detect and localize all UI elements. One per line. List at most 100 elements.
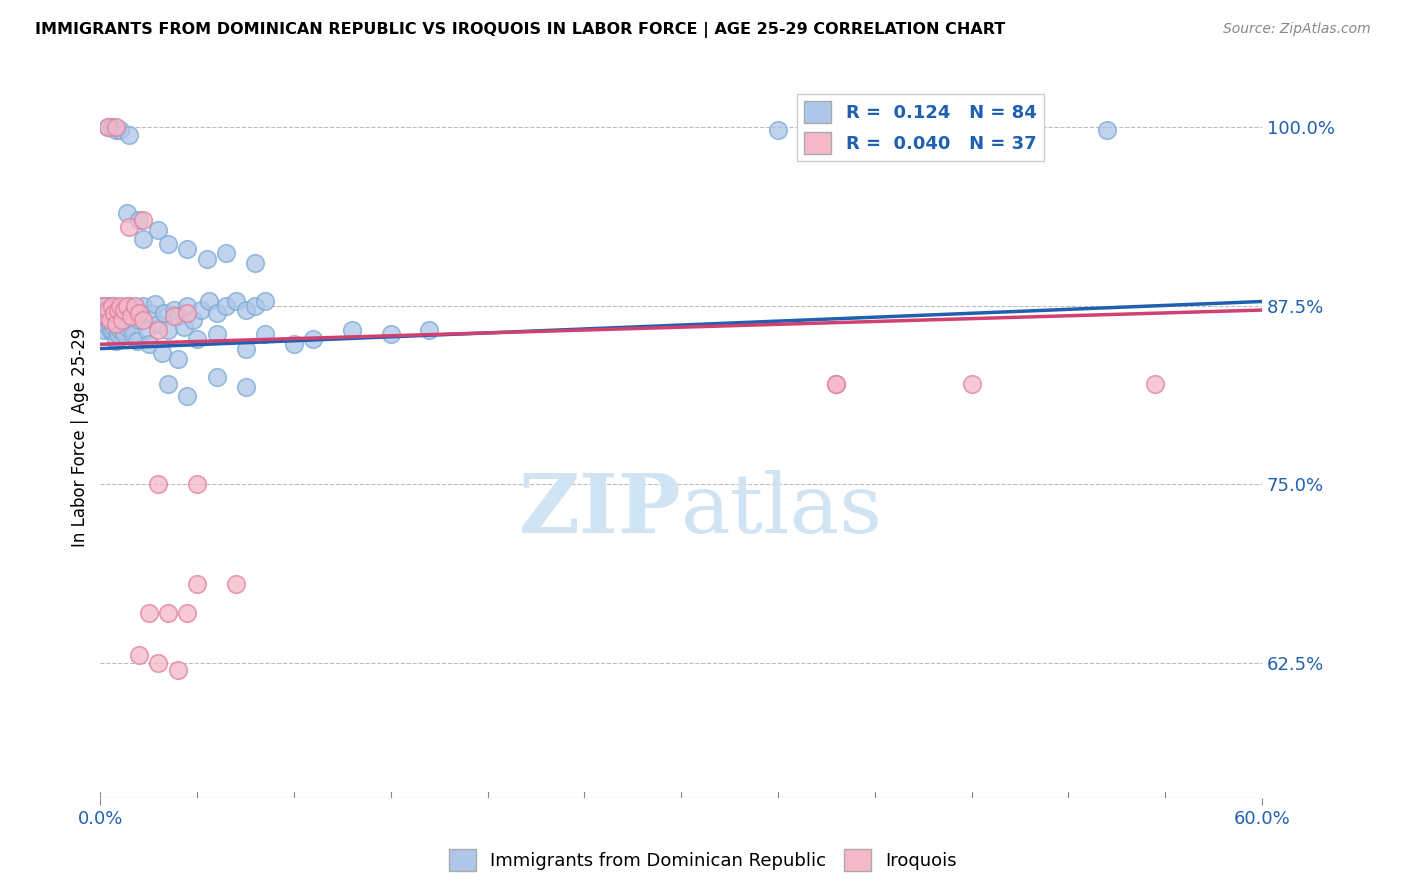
Point <box>157 606 180 620</box>
Point <box>163 309 186 323</box>
Point <box>1144 377 1167 392</box>
Point <box>112 327 135 342</box>
Point <box>120 309 142 323</box>
Point <box>283 337 305 351</box>
Point <box>114 306 136 320</box>
Point <box>128 648 150 663</box>
Point <box>104 123 127 137</box>
Point <box>93 323 115 337</box>
Point <box>103 320 125 334</box>
Legend: Immigrants from Dominican Republic, Iroquois: Immigrants from Dominican Republic, Iroq… <box>441 842 965 879</box>
Point <box>215 246 238 260</box>
Point <box>132 299 155 313</box>
Point <box>96 318 118 332</box>
Point <box>225 294 247 309</box>
Point <box>186 332 208 346</box>
Point <box>97 120 120 135</box>
Point <box>166 309 188 323</box>
Point <box>253 327 276 342</box>
Point <box>176 606 198 620</box>
Point <box>225 577 247 591</box>
Point <box>111 303 134 318</box>
Point <box>93 303 115 318</box>
Point <box>176 242 198 256</box>
Point <box>120 309 142 323</box>
Point <box>107 309 129 323</box>
Point <box>176 389 198 403</box>
Point <box>235 342 257 356</box>
Point <box>132 232 155 246</box>
Point <box>104 334 127 349</box>
Point <box>101 309 124 323</box>
Text: atlas: atlas <box>681 470 883 549</box>
Point <box>118 299 141 313</box>
Point <box>157 323 180 337</box>
Point <box>117 320 139 334</box>
Point <box>111 313 134 327</box>
Point <box>107 303 129 318</box>
Point <box>148 477 170 491</box>
Point <box>380 327 402 342</box>
Point <box>91 299 114 313</box>
Point <box>166 351 188 366</box>
Point <box>148 323 170 337</box>
Point <box>127 334 149 349</box>
Text: Source: ZipAtlas.com: Source: ZipAtlas.com <box>1223 22 1371 37</box>
Point <box>128 306 150 320</box>
Text: IMMIGRANTS FROM DOMINICAN REPUBLIC VS IROQUOIS IN LABOR FORCE | AGE 25-29 CORREL: IMMIGRANTS FROM DOMINICAN REPUBLIC VS IR… <box>35 22 1005 38</box>
Point <box>176 306 198 320</box>
Point <box>118 128 141 142</box>
Point <box>181 313 204 327</box>
Point <box>190 303 212 318</box>
Point <box>112 303 135 318</box>
Point <box>124 303 146 318</box>
Point <box>825 377 848 392</box>
Point <box>97 299 120 313</box>
Point <box>215 299 238 313</box>
Legend: R =  0.124   N = 84, R =  0.040   N = 37: R = 0.124 N = 84, R = 0.040 N = 37 <box>797 94 1043 161</box>
Point <box>143 297 166 311</box>
Point <box>148 223 170 237</box>
Point <box>117 206 139 220</box>
Point <box>186 577 208 591</box>
Point <box>153 306 176 320</box>
Y-axis label: In Labor Force | Age 25-29: In Labor Force | Age 25-29 <box>72 328 89 548</box>
Point <box>97 120 120 135</box>
Point <box>138 337 160 351</box>
Point <box>98 303 121 318</box>
Point <box>766 123 789 137</box>
Point <box>97 313 120 327</box>
Point <box>150 346 173 360</box>
Point <box>104 120 127 135</box>
Point <box>195 252 218 266</box>
Point <box>825 377 848 392</box>
Point <box>96 306 118 320</box>
Point <box>157 237 180 252</box>
Point <box>176 299 198 313</box>
Point <box>93 299 115 313</box>
Point <box>103 299 125 313</box>
Point <box>101 323 124 337</box>
Point <box>107 327 129 342</box>
Point <box>135 323 157 337</box>
Point <box>166 663 188 677</box>
Point <box>1095 123 1118 137</box>
Point <box>302 332 325 346</box>
Point <box>128 313 150 327</box>
Point <box>98 313 121 327</box>
Point <box>148 656 170 670</box>
Point <box>117 299 139 313</box>
Point <box>108 299 131 313</box>
Point <box>139 306 162 320</box>
Point <box>132 213 155 227</box>
Point <box>101 299 124 313</box>
Point <box>960 377 983 392</box>
Point <box>173 320 195 334</box>
Point <box>235 380 257 394</box>
Point <box>245 256 267 270</box>
Point <box>960 120 983 135</box>
Point <box>197 294 219 309</box>
Point <box>118 220 141 235</box>
Point <box>235 303 257 318</box>
Point <box>205 327 228 342</box>
